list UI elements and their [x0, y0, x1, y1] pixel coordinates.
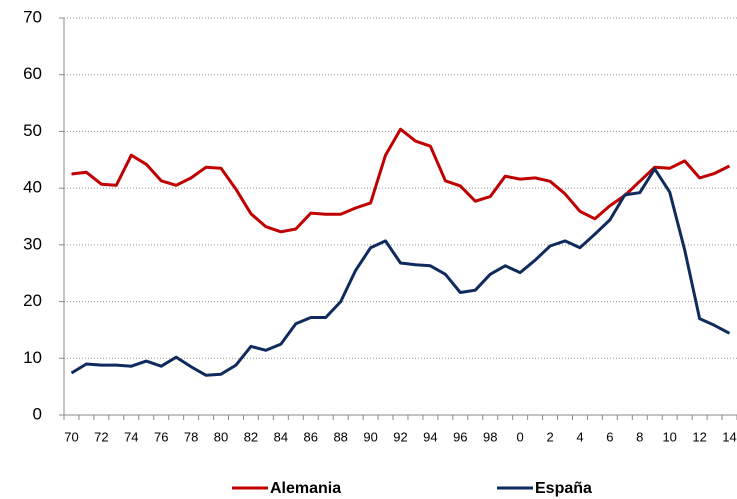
x-tick-label: 84: [274, 429, 288, 444]
y-tick-label: 60: [23, 64, 42, 83]
x-tick-label: 14: [722, 429, 736, 444]
x-tick-label: 94: [423, 429, 437, 444]
y-tick-label: 0: [33, 404, 42, 423]
y-tick-label: 70: [23, 7, 42, 26]
x-tick-label: 82: [244, 429, 258, 444]
data-line: [70, 167, 731, 377]
data-line: [71, 127, 731, 234]
x-tick-label: 10: [662, 429, 676, 444]
x-tick-label: 2: [546, 429, 553, 444]
x-tick-label: 76: [154, 429, 168, 444]
x-tick-label: 88: [333, 429, 347, 444]
x-tick-label: 98: [483, 429, 497, 444]
legend-label: Alemania: [270, 480, 341, 497]
x-tick-label: 96: [453, 429, 467, 444]
x-tick-label: 6: [606, 429, 613, 444]
x-tick-label: 8: [636, 429, 643, 444]
y-tick-label: 10: [23, 348, 42, 367]
x-tick-label: 78: [184, 429, 198, 444]
y-tick-label: 30: [23, 234, 42, 253]
y-tick-label: 20: [23, 291, 42, 310]
x-tick-label: 80: [214, 429, 228, 444]
x-tick-label: 90: [363, 429, 377, 444]
x-tick-label: 72: [94, 429, 108, 444]
x-tick-label: 86: [304, 429, 318, 444]
x-tick-label: 70: [64, 429, 78, 444]
y-tick-label: 50: [23, 121, 42, 140]
x-tick-label: 74: [124, 429, 138, 444]
x-tick-label: 4: [576, 429, 583, 444]
x-tick-label: 0: [517, 429, 524, 444]
x-tick-label: 12: [692, 429, 706, 444]
legend-label: España: [535, 480, 592, 497]
x-tick-label: 92: [393, 429, 407, 444]
y-tick-label: 40: [23, 178, 42, 197]
